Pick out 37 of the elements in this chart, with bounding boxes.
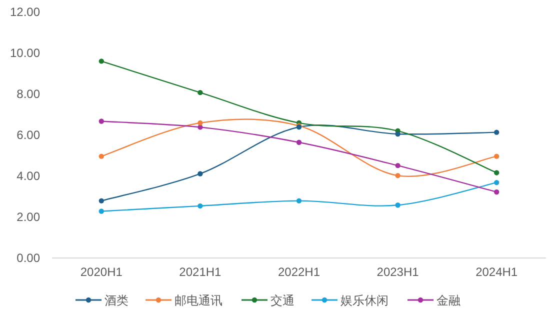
point bbox=[198, 90, 203, 96]
x-tick-label: 2023H1 bbox=[376, 265, 420, 279]
point bbox=[296, 140, 302, 145]
x-tick-label: 2021H1 bbox=[179, 265, 222, 279]
y-tick-label: 0.00 bbox=[16, 251, 40, 265]
point bbox=[296, 198, 302, 204]
legend-label: 金融 bbox=[436, 294, 460, 308]
point bbox=[494, 154, 500, 159]
y-tick-label: 10.00 bbox=[10, 46, 40, 60]
point bbox=[395, 172, 400, 178]
legend-label: 邮电通讯 bbox=[174, 294, 222, 308]
legend-label: 交通 bbox=[270, 294, 294, 308]
point bbox=[395, 162, 400, 168]
x-tick-label: 2020H1 bbox=[80, 265, 123, 279]
point bbox=[98, 58, 104, 64]
y-tick-label: 2.00 bbox=[16, 210, 40, 224]
point bbox=[494, 130, 500, 135]
legend-label: 酒类 bbox=[104, 294, 128, 308]
point bbox=[198, 203, 203, 209]
point bbox=[494, 180, 500, 186]
y-tick-label: 4.00 bbox=[16, 169, 40, 183]
x-tick-label: 2024H1 bbox=[476, 265, 518, 279]
point bbox=[198, 171, 203, 176]
point bbox=[395, 131, 400, 137]
point bbox=[494, 170, 500, 176]
y-tick-label: 12.00 bbox=[10, 5, 40, 19]
y-tick-label: 8.00 bbox=[16, 87, 40, 101]
point bbox=[98, 118, 104, 124]
point bbox=[98, 154, 104, 159]
legend-label: 娱乐休闲 bbox=[340, 294, 388, 308]
point bbox=[395, 202, 400, 208]
point bbox=[494, 189, 500, 195]
point bbox=[98, 208, 104, 214]
y-tick-label: 6.00 bbox=[16, 128, 40, 142]
point bbox=[98, 198, 104, 204]
x-tick-label: 2022H1 bbox=[278, 265, 320, 279]
point bbox=[198, 120, 203, 126]
